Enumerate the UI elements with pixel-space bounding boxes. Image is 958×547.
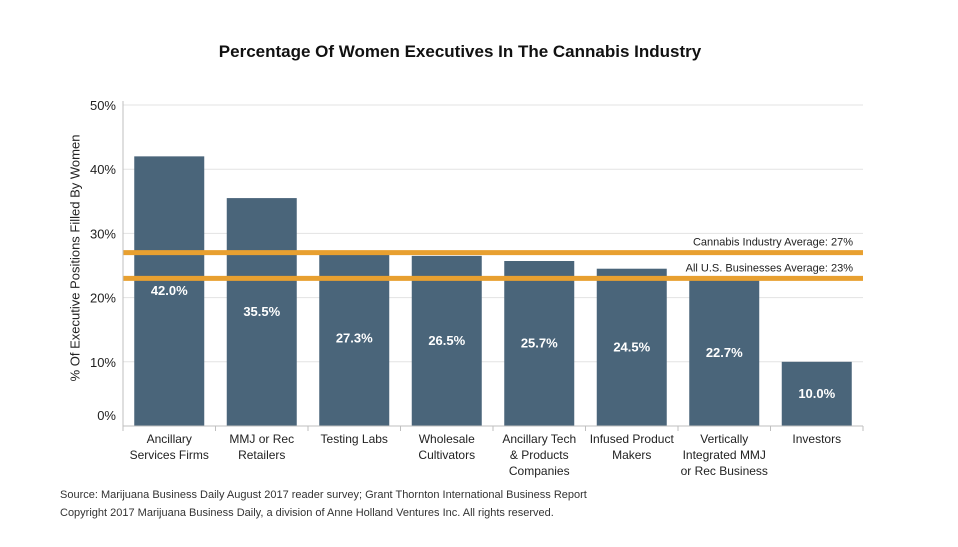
reference-line-label: Cannabis Industry Average: 27% (693, 237, 853, 249)
bar (596, 268, 667, 426)
y-tick-label: 40% (90, 162, 116, 177)
category-label: Ancillary Services Firms (130, 432, 209, 462)
y-tick-label: 50% (90, 98, 116, 113)
axes (122, 101, 864, 431)
bar (134, 156, 205, 427)
category-label: Wholesale Cultivators (418, 432, 475, 462)
source-note: Source: Marijuana Business Daily August … (60, 489, 587, 501)
bars (134, 156, 852, 427)
y-tick-label: 0% (97, 408, 116, 423)
bar (411, 255, 482, 426)
labels: 0% 10% 20% 30% 40% 50% 42.0% Ancillary Services … (90, 98, 853, 478)
y-tick-label: 30% (90, 226, 116, 241)
bar (689, 280, 760, 426)
bar-value-label: 24.5% (613, 339, 650, 354)
chart-title: Percentage Of Women Executives In The Ca… (218, 42, 702, 61)
y-tick-label: 10% (90, 355, 116, 370)
copyright-note: Copyright 2017 Marijuana Business Daily,… (60, 507, 554, 519)
bar-value-label: 25.7% (521, 336, 558, 351)
bar-value-label: 22.7% (706, 345, 743, 360)
bar (226, 198, 297, 426)
bar-value-label: 35.5% (243, 304, 280, 319)
category-label: Infused Product Makers (590, 432, 675, 462)
bar-value-label: 26.5% (428, 333, 465, 348)
category-label: Ancillary Tech & Products Companies (502, 432, 576, 478)
category-label: Investors (792, 432, 841, 446)
y-tick-label: 20% (90, 291, 116, 306)
category-label: Vertically Integrated MMJ or Rec Business (681, 432, 768, 478)
bar-value-label: 27.3% (336, 330, 373, 345)
bar-value-label: 42.0% (151, 283, 188, 298)
reference-line-label: All U.S. Businesses Average: 23% (686, 262, 854, 274)
bar (781, 361, 852, 426)
bar (504, 261, 575, 426)
category-label: Testing Labs (321, 432, 388, 446)
category-label: MMJ or Rec Retailers (229, 432, 294, 462)
reference-lines (123, 250, 863, 281)
bar-value-label: 10.0% (798, 386, 835, 401)
